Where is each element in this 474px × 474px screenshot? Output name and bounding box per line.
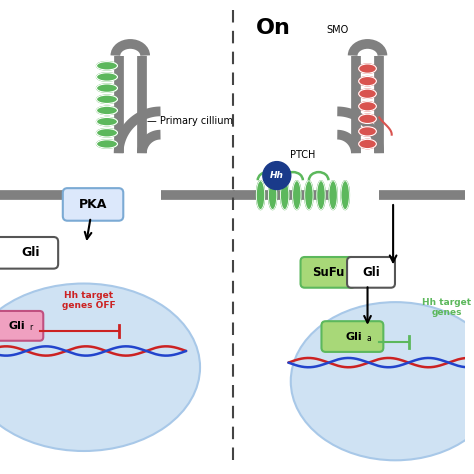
Ellipse shape: [317, 181, 325, 210]
Text: On: On: [256, 18, 291, 38]
Ellipse shape: [97, 73, 118, 81]
Text: Gli: Gli: [346, 331, 362, 342]
Text: Hh target: Hh target: [64, 291, 113, 300]
Text: SuFu: SuFu: [312, 266, 344, 279]
Text: SMO: SMO: [327, 25, 349, 35]
Ellipse shape: [97, 128, 118, 137]
Ellipse shape: [359, 114, 376, 124]
Ellipse shape: [97, 84, 118, 92]
FancyBboxPatch shape: [301, 257, 356, 288]
Ellipse shape: [268, 181, 277, 210]
Text: PKA: PKA: [79, 198, 107, 211]
Ellipse shape: [359, 101, 376, 111]
Text: — Primary cillium: — Primary cillium: [146, 116, 233, 126]
Ellipse shape: [97, 62, 118, 70]
Text: PTCH: PTCH: [290, 150, 315, 160]
Text: a: a: [366, 334, 371, 343]
FancyBboxPatch shape: [347, 257, 395, 288]
FancyBboxPatch shape: [0, 311, 43, 341]
Text: genes OFF: genes OFF: [62, 301, 115, 310]
Ellipse shape: [97, 118, 118, 126]
Ellipse shape: [359, 127, 376, 136]
FancyBboxPatch shape: [63, 188, 123, 221]
Text: genes: genes: [431, 308, 462, 317]
Text: Hh target: Hh target: [422, 298, 471, 307]
Polygon shape: [337, 111, 379, 153]
Text: Gli: Gli: [9, 321, 25, 331]
FancyBboxPatch shape: [0, 237, 58, 269]
Ellipse shape: [256, 181, 264, 210]
Text: r: r: [29, 323, 33, 332]
Ellipse shape: [329, 181, 337, 210]
Ellipse shape: [0, 283, 200, 451]
Ellipse shape: [359, 139, 376, 149]
FancyBboxPatch shape: [321, 321, 383, 352]
Ellipse shape: [97, 106, 118, 115]
Ellipse shape: [97, 95, 118, 103]
Circle shape: [263, 162, 291, 190]
Text: Hh: Hh: [270, 171, 284, 180]
Ellipse shape: [359, 64, 376, 73]
Text: Gli: Gli: [21, 246, 39, 259]
Ellipse shape: [281, 181, 289, 210]
Ellipse shape: [291, 302, 474, 460]
Text: Gli: Gli: [362, 266, 380, 279]
Ellipse shape: [97, 140, 118, 148]
Ellipse shape: [341, 181, 349, 210]
Ellipse shape: [292, 181, 301, 210]
Polygon shape: [118, 111, 161, 153]
Ellipse shape: [359, 89, 376, 99]
Ellipse shape: [359, 76, 376, 86]
Ellipse shape: [305, 181, 313, 210]
